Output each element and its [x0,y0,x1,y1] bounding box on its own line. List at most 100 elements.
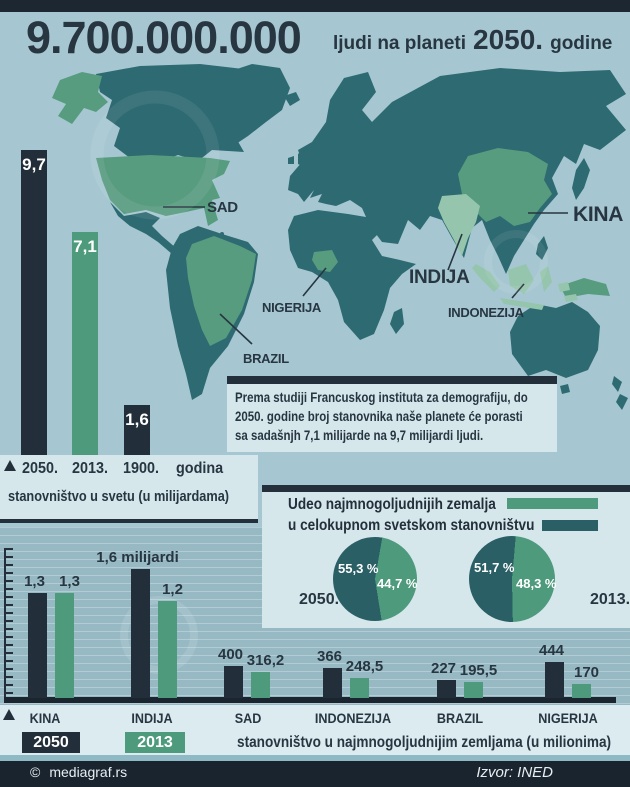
subtitle-pre: ljudi na planeti [333,33,467,54]
map-alaska [52,72,108,124]
country-bar-value: 227 [430,660,457,677]
country-bar-value: 316,2 [246,652,285,669]
map-mexico-central-america [110,202,196,258]
pie-title-line2: u celokupnom svetskom stanovništvu [288,517,535,534]
world-year-2013: 2013. [72,460,109,477]
map-africa [288,210,416,340]
world-bar-value: 9,7 [22,155,46,174]
map-ireland [288,156,294,164]
headline-number: 9.700.000.000 [26,12,302,63]
country-bar-indija-2050 [131,569,150,698]
legend-2050: 2050 [22,732,80,753]
country-bar-value: 400 [217,646,244,663]
pie-2050-year: 2050. [299,591,340,608]
country-bar-brazil-2013 [464,682,483,698]
country-bar-value: 444 [538,642,565,659]
map-greenland [228,64,290,144]
study-note-line2: 2050. godine broj stanovnika naše planet… [235,408,523,424]
axis-label-kina: KINA [29,710,61,726]
headline-subtitle: ljudi na planeti 2050. godine [333,24,612,56]
map-canada [96,64,262,162]
x-axis-baseline [4,697,616,703]
country-bar-value: 195,5 [459,662,498,679]
map-brazil [186,236,256,346]
country-bar-value: 366 [316,648,343,665]
footer-bar: © mediagraf.rs Izvor: INED [0,761,630,787]
map-india [438,194,480,256]
map-indonesia-borneo [508,264,534,294]
footer-credit: mediagraf.rs [49,764,128,780]
world-map [52,64,628,410]
map-label-indija: INDIJA [409,267,470,288]
map-eurasia [288,68,626,274]
divider-strip [0,755,630,761]
map-indonesia-east-islands [558,282,578,302]
map-new-guinea [560,278,610,298]
pie-chart-2050 [333,537,417,621]
map-label-indonezija: INDONEZIJA [448,305,524,320]
axis-label-brazil: BRAZIL [436,710,484,726]
country-bar-value: 170 [573,664,600,681]
world-year-1900: 1900. [123,460,160,477]
pie-2013-dark-label: 51,7 % [474,560,515,575]
world-bar-value: 1,6 [125,410,149,429]
world-bar-1900.: 1,6 [124,405,150,455]
axis-label-nigerija: NIGERIJA [538,710,598,726]
country-bar-sad-2050 [224,666,243,698]
watermark-logo [90,90,548,294]
map-philippines [536,236,548,260]
world-year-2050: 2050. [22,460,59,477]
country-bar-brazil-2050 [437,680,456,698]
country-bar-kina-2050 [28,593,47,698]
map-iceland [284,92,300,106]
country-bar-indija-2013 [158,601,177,698]
map-indonesia-sulawesi [540,266,552,292]
map-uk [298,146,312,168]
world-bar-2050.: 9,7 [21,150,47,455]
triangle-marker-icon [3,709,15,720]
copyright-icon: © [30,764,41,780]
study-note-top-band [227,376,557,384]
subtitle-year: 2050. [473,24,544,55]
country-axis-panel: KINA INDIJA SAD INDONEZIJA BRAZIL NIGERI… [0,705,630,755]
world-bar-2013.: 7,1 [72,232,98,455]
y-axis-ticks [4,548,13,700]
world-axis-word: godina [176,460,224,477]
map-label-kina: KINA [573,203,624,226]
pie-chart-2013 [469,536,555,622]
study-note-box: Prema studiji Francuskog instituta za de… [227,376,557,452]
map-indonesia-java [500,298,544,310]
map-japan [572,158,590,200]
pie-2013-year: 2013. [590,591,630,608]
world-chart-caption: stanovništvo u svetu (u milijardama) [8,488,230,505]
map-nigeria [312,250,338,272]
country-chart-caption: stanovništvo u najmnogoljudnijim zemljam… [237,734,612,751]
country-bar-kina-2013 [55,593,74,698]
country-bar-sad-2013 [251,672,270,698]
map-label-brazil: BRAZIL [243,351,289,366]
pie-panel-top-band [262,485,630,492]
world-chart-label-panel: 2050. 2013. 1900. godina stanovništvo u … [0,455,258,523]
map-new-zealand [612,376,628,410]
country-bar-nigerija-2013 [572,684,591,698]
pie-2050-dark-label: 55,3 % [338,561,379,576]
top-bar [0,0,630,12]
map-label-nigerija: NIGERIJA [262,300,322,315]
country-bar-indonezija-2013 [350,678,369,698]
pie-title-line1: Udeo najmnogoljudnijih zemalja [288,496,496,513]
map-usa [96,155,230,226]
triangle-marker-icon [4,460,16,471]
country-bar-indonezija-2050 [323,668,342,698]
legend-chip-dark [542,520,598,531]
map-indonesia-sumatra [472,264,500,292]
legend-2013: 2013 [125,732,185,753]
study-note-line3: sa sadašnjh 7,1 milijarde na 9,7 milijar… [235,427,484,443]
country-bar-value: 1,3 [24,573,45,590]
axis-label-indonezija: INDONEZIJA [314,710,392,726]
axis-label-sad: SAD [234,710,262,726]
subtitle-post: godine [550,33,613,54]
country-bar-value: 1,2 [162,581,183,598]
map-label-sad: SAD [207,199,238,216]
axis-label-indija: INDIJA [131,710,173,726]
